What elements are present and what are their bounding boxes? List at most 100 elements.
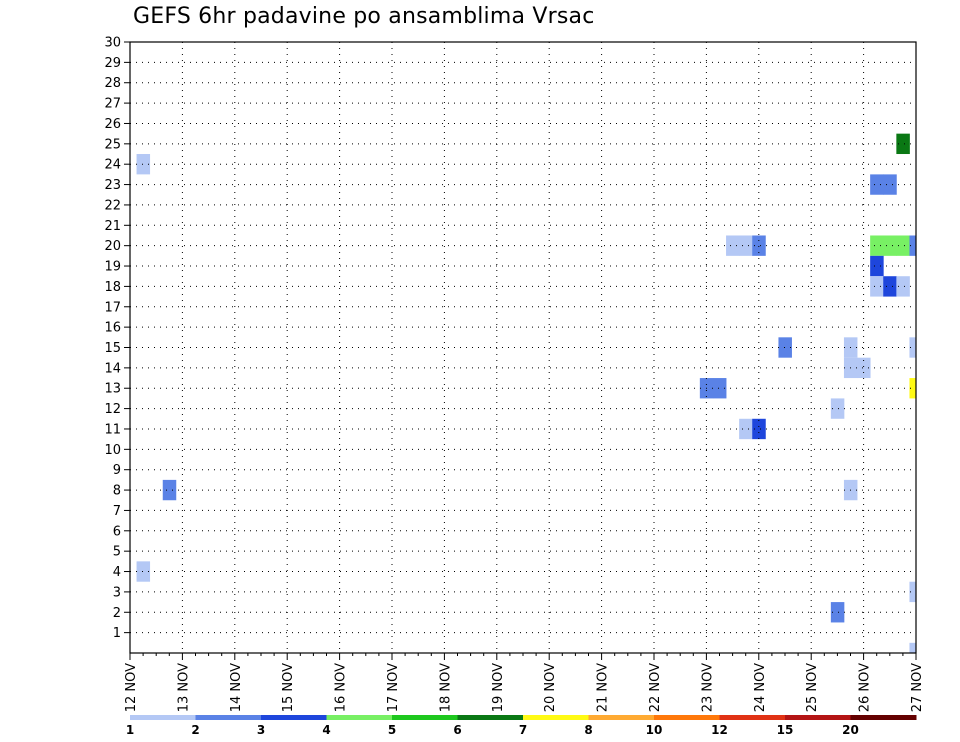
heatmap-cell (739, 235, 753, 256)
heatmap-cell (857, 357, 871, 379)
x-tick-label: 17 NOV (386, 663, 401, 712)
legend-color-swatch (654, 715, 720, 720)
y-tick-label: 4 (113, 565, 121, 580)
y-tick-label: 18 (104, 280, 121, 295)
y-tick-label: 10 (104, 443, 121, 458)
y-tick-label: 8 (113, 484, 121, 499)
heatmap-cell (870, 276, 884, 297)
y-tick-label: 22 (104, 198, 121, 213)
y-tick-label: 26 (104, 117, 121, 132)
y-tick-label: 25 (104, 137, 121, 152)
y-tick-label: 27 (104, 97, 121, 112)
heatmap-cell (778, 337, 792, 358)
y-tick-label: 14 (104, 361, 121, 376)
y-tick-label: 9 (113, 463, 121, 478)
x-tick-label: 24 NOV (753, 663, 768, 712)
y-tick-label: 12 (104, 402, 121, 417)
legend-label: 15 (777, 723, 794, 737)
legend-label: 12 (711, 723, 728, 737)
legend-color-swatch (457, 715, 524, 720)
y-tick-label: 5 (113, 545, 121, 560)
y-tick-label: 16 (104, 321, 121, 336)
y-tick-label: 24 (104, 158, 121, 173)
y-tick-label: 23 (104, 178, 121, 193)
x-axis: 12 NOV 13 NOV 14 NOV 15 NOV 16 NOV 17 NOV 18 N… (124, 653, 925, 712)
legend-color-swatch (523, 715, 589, 720)
y-tick-label: 19 (104, 260, 121, 275)
legend-color-swatch (588, 715, 655, 720)
legend-label: 5 (388, 723, 396, 737)
x-tick-label: 20 NOV (543, 663, 558, 712)
heatmap-cell (870, 255, 884, 277)
x-tick-label: 14 NOV (229, 663, 244, 712)
legend-color-swatch (130, 715, 196, 720)
legend-color-swatch (195, 715, 262, 720)
heatmap-cell (752, 235, 766, 256)
x-tick-label: 27 NOV (910, 663, 925, 712)
x-tick-label: 23 NOV (700, 663, 715, 712)
x-tick-label: 16 NOV (334, 663, 349, 712)
legend-label: 3 (257, 723, 265, 737)
y-tick-label: 6 (113, 524, 121, 539)
legend-color-swatch (850, 715, 917, 720)
plot-frame (129, 41, 917, 654)
legend-label: 6 (453, 723, 461, 737)
legend-label: 1 (126, 723, 134, 737)
heatmap-cell (896, 276, 910, 297)
y-tick-label: 11 (104, 422, 121, 437)
chart-title: GEFS 6hr padavine po ansamblima Vrsac (133, 4, 595, 29)
heatmap-cell (896, 133, 910, 155)
legend-label: 7 (519, 723, 527, 737)
y-axis: 1234567891011121314151617181920212223242… (104, 36, 130, 641)
y-tick-label: 2 (113, 606, 121, 621)
legend-color-swatch (261, 715, 327, 720)
heatmap-cell (883, 174, 897, 195)
y-tick-label: 13 (104, 382, 121, 397)
heatmap-cells (136, 133, 917, 653)
x-tick-label: 13 NOV (176, 663, 191, 712)
heatmap-cell (162, 479, 177, 501)
heatmap-cell (739, 418, 753, 440)
legend-color-swatch (785, 715, 851, 720)
heatmap-cell (909, 642, 917, 653)
y-tick-label: 28 (104, 76, 121, 91)
heatmap-cell (830, 398, 845, 419)
y-tick-label: 15 (104, 341, 121, 356)
legend-label: 10 (646, 723, 663, 737)
heatmap-cell (883, 235, 897, 256)
x-tick-label: 21 NOV (596, 663, 611, 712)
heatmap-cell (909, 235, 917, 256)
y-tick-label: 7 (113, 504, 121, 519)
y-tick-label: 17 (104, 300, 121, 315)
y-tick-label: 20 (104, 239, 121, 254)
x-tick-label: 25 NOV (805, 663, 820, 712)
heatmap-cell (136, 561, 151, 582)
y-tick-label: 1 (113, 626, 121, 641)
y-tick-label: 3 (113, 585, 121, 600)
heatmap-cell (136, 154, 151, 175)
y-tick-label: 29 (104, 56, 121, 71)
heatmap-cell (909, 337, 917, 358)
y-tick-label: 30 (104, 36, 121, 51)
x-tick-label: 18 NOV (438, 663, 453, 712)
y-tick-label: 21 (104, 219, 121, 234)
x-tick-label: 15 NOV (281, 663, 296, 712)
legend-label: 4 (322, 723, 330, 737)
color-legend: 1 2 3 4 5 6 7 8 10 12 15 20 (126, 715, 917, 737)
x-tick-label: 22 NOV (648, 663, 663, 712)
heatmap-cell (752, 418, 766, 440)
legend-label: 2 (191, 723, 199, 737)
heatmap-cell (909, 581, 917, 603)
legend-color-swatch (326, 715, 393, 720)
legend-label: 8 (584, 723, 592, 737)
x-tick-label: 26 NOV (858, 663, 873, 712)
heatmap-cell (896, 235, 910, 256)
heatmap-cell (870, 174, 884, 195)
x-tick-label: 12 NOV (124, 663, 139, 712)
heatmap-cell (726, 235, 740, 256)
x-tick-label: 19 NOV (491, 663, 506, 712)
heatmap-cell (870, 235, 884, 256)
heatmap-cell (712, 378, 727, 399)
legend-label: 20 (842, 723, 859, 737)
